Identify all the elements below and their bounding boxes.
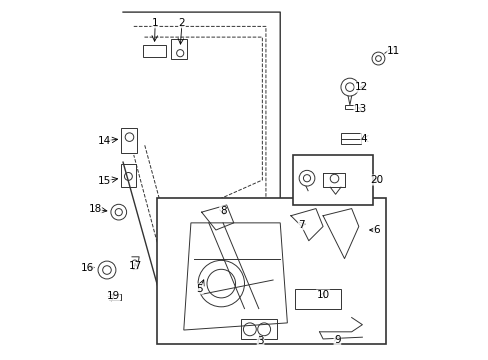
Text: 9: 9 [333, 335, 340, 345]
Text: 7: 7 [298, 220, 305, 230]
Bar [294, 289, 340, 309]
Text: 8: 8 [219, 206, 226, 216]
Bar [157, 198, 385, 344]
Text: 12: 12 [354, 82, 367, 92]
Bar [121, 164, 135, 187]
Bar [345, 105, 354, 109]
Text: 13: 13 [353, 104, 366, 113]
Text: 15: 15 [98, 176, 111, 186]
Text: 6: 6 [373, 225, 379, 235]
Text: 1: 1 [152, 18, 158, 28]
Text: 18: 18 [88, 204, 102, 214]
Bar [241, 319, 276, 339]
Text: 2: 2 [178, 18, 185, 28]
Bar [292, 155, 372, 205]
Text: 19: 19 [106, 291, 120, 301]
Bar [121, 128, 137, 153]
Text: 3: 3 [257, 337, 264, 346]
Bar [340, 133, 360, 144]
Text: 11: 11 [386, 46, 400, 56]
Text: 16: 16 [81, 262, 94, 273]
Text: 20: 20 [369, 175, 383, 185]
Text: 4: 4 [360, 134, 366, 144]
Text: 10: 10 [316, 290, 329, 300]
Text: 14: 14 [98, 136, 111, 146]
Bar [142, 45, 165, 57]
Bar [171, 39, 187, 59]
Text: 17: 17 [129, 261, 142, 271]
Text: 5: 5 [196, 284, 203, 294]
